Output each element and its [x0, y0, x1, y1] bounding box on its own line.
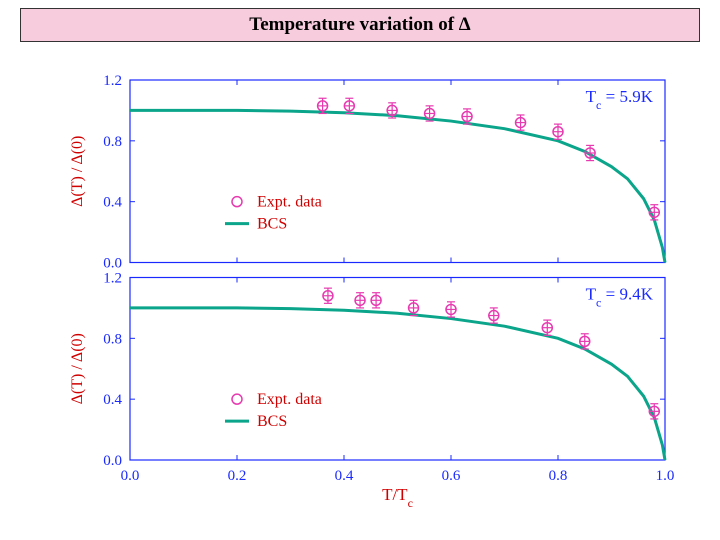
svg-text:0.2: 0.2: [228, 468, 247, 484]
svg-text:0.4: 0.4: [103, 195, 122, 211]
svg-text:0.6: 0.6: [442, 468, 461, 484]
svg-text:Tc = 5.9K: Tc = 5.9K: [586, 87, 654, 112]
svg-text:T/Tc: T/Tc: [382, 485, 413, 510]
svg-text:BCS: BCS: [257, 413, 287, 430]
title-bar: Temperature variation of Δ: [20, 8, 700, 42]
svg-text:1.2: 1.2: [103, 73, 122, 89]
svg-text:Δ(T) / Δ(0): Δ(T) / Δ(0): [69, 333, 86, 404]
svg-text:0.8: 0.8: [103, 134, 122, 150]
svg-text:Tc = 9.4K: Tc = 9.4K: [586, 285, 654, 310]
chart-svg: 0.0 0.4 0.8 1.2 Δ(T) / Δ(0) Tc = 5.9K Expt. da…: [60, 70, 680, 510]
svg-text:Δ(T) / Δ(0): Δ(T) / Δ(0): [69, 136, 86, 207]
svg-text:0.0: 0.0: [103, 256, 122, 272]
svg-text:0.0: 0.0: [121, 468, 140, 484]
svg-text:1.2: 1.2: [103, 271, 122, 287]
svg-text:0.8: 0.8: [549, 468, 568, 484]
svg-text:Expt. data: Expt. data: [257, 391, 322, 408]
svg-text:0.4: 0.4: [335, 468, 354, 484]
svg-text:Expt. data: Expt. data: [257, 194, 322, 211]
svg-text:0.0: 0.0: [103, 453, 122, 469]
page-title: Temperature variation of Δ: [249, 14, 470, 36]
svg-text:BCS: BCS: [257, 216, 287, 233]
svg-text:1.0: 1.0: [656, 468, 675, 484]
svg-text:0.4: 0.4: [103, 392, 122, 408]
chart-container: 0.0 0.4 0.8 1.2 Δ(T) / Δ(0) Tc = 5.9K Expt. da…: [60, 70, 680, 510]
svg-text:0.8: 0.8: [103, 331, 122, 347]
